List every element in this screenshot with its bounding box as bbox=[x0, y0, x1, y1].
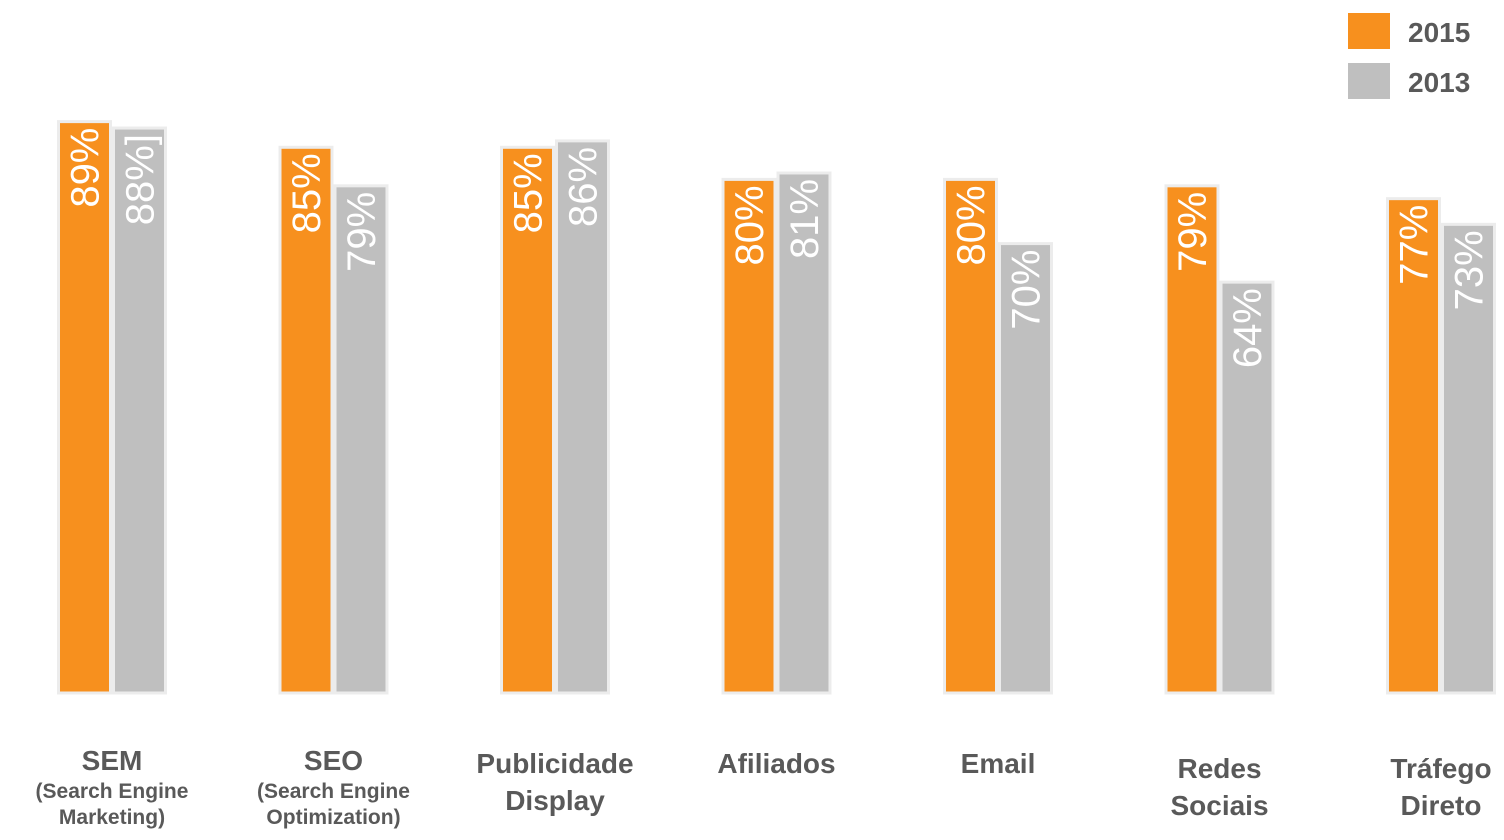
category-name: Redes Sociais bbox=[1170, 753, 1269, 821]
data-label: 64% bbox=[1226, 288, 1270, 368]
bar bbox=[555, 139, 610, 695]
bar bbox=[776, 171, 832, 695]
data-label: 85% bbox=[507, 153, 551, 233]
category-name: Publicidade Display bbox=[476, 748, 634, 816]
category-label: Redes Sociais bbox=[1110, 750, 1330, 824]
bar bbox=[500, 145, 555, 695]
category-label: Tráfego Direto bbox=[1331, 750, 1504, 824]
category-label: SEM (Search Engine Marketing) bbox=[2, 742, 222, 831]
category-label: SEO (Search Engine Optimization) bbox=[224, 742, 444, 831]
legend-label: 2015 bbox=[1408, 17, 1470, 48]
data-label: 73% bbox=[1448, 230, 1492, 310]
category-subtitle: (Search Engine Marketing) bbox=[35, 780, 189, 829]
category-name: Afiliados bbox=[717, 748, 836, 779]
data-label: 77% bbox=[1393, 205, 1437, 285]
legend-swatch bbox=[1348, 63, 1390, 99]
category-name: Email bbox=[960, 748, 1036, 779]
data-label: 81% bbox=[783, 179, 827, 259]
data-label: 89% bbox=[64, 128, 108, 208]
data-label: 79% bbox=[1171, 192, 1215, 272]
data-label: 70% bbox=[1005, 250, 1049, 330]
category-name: SEO bbox=[303, 745, 364, 776]
category-subtitle: (Search Engine Optimization) bbox=[257, 780, 410, 829]
legend-swatch bbox=[1348, 13, 1390, 49]
data-label: 86% bbox=[562, 147, 606, 227]
data-label: 85% bbox=[285, 153, 329, 233]
data-label: 80% bbox=[728, 185, 772, 265]
bar bbox=[1219, 280, 1275, 695]
category-name: Tráfego Direto bbox=[1390, 753, 1492, 821]
bar bbox=[278, 145, 334, 695]
bar bbox=[57, 120, 112, 695]
data-label: 80% bbox=[950, 185, 994, 265]
bar bbox=[333, 184, 389, 695]
bar bbox=[112, 126, 167, 695]
category-label: Afiliados bbox=[667, 745, 887, 782]
data-label: 79% bbox=[340, 192, 384, 272]
bar bbox=[721, 177, 777, 695]
bar bbox=[1441, 222, 1496, 695]
data-label: 88%] bbox=[119, 134, 163, 225]
bar bbox=[998, 242, 1053, 695]
category-label: Publicidade Display bbox=[445, 745, 665, 819]
legend-label: 2013 bbox=[1408, 67, 1470, 98]
bar bbox=[1164, 184, 1220, 695]
category-name: SEM bbox=[81, 745, 143, 776]
bar bbox=[943, 177, 998, 695]
category-label: Email bbox=[888, 745, 1108, 782]
bar bbox=[1386, 197, 1441, 695]
